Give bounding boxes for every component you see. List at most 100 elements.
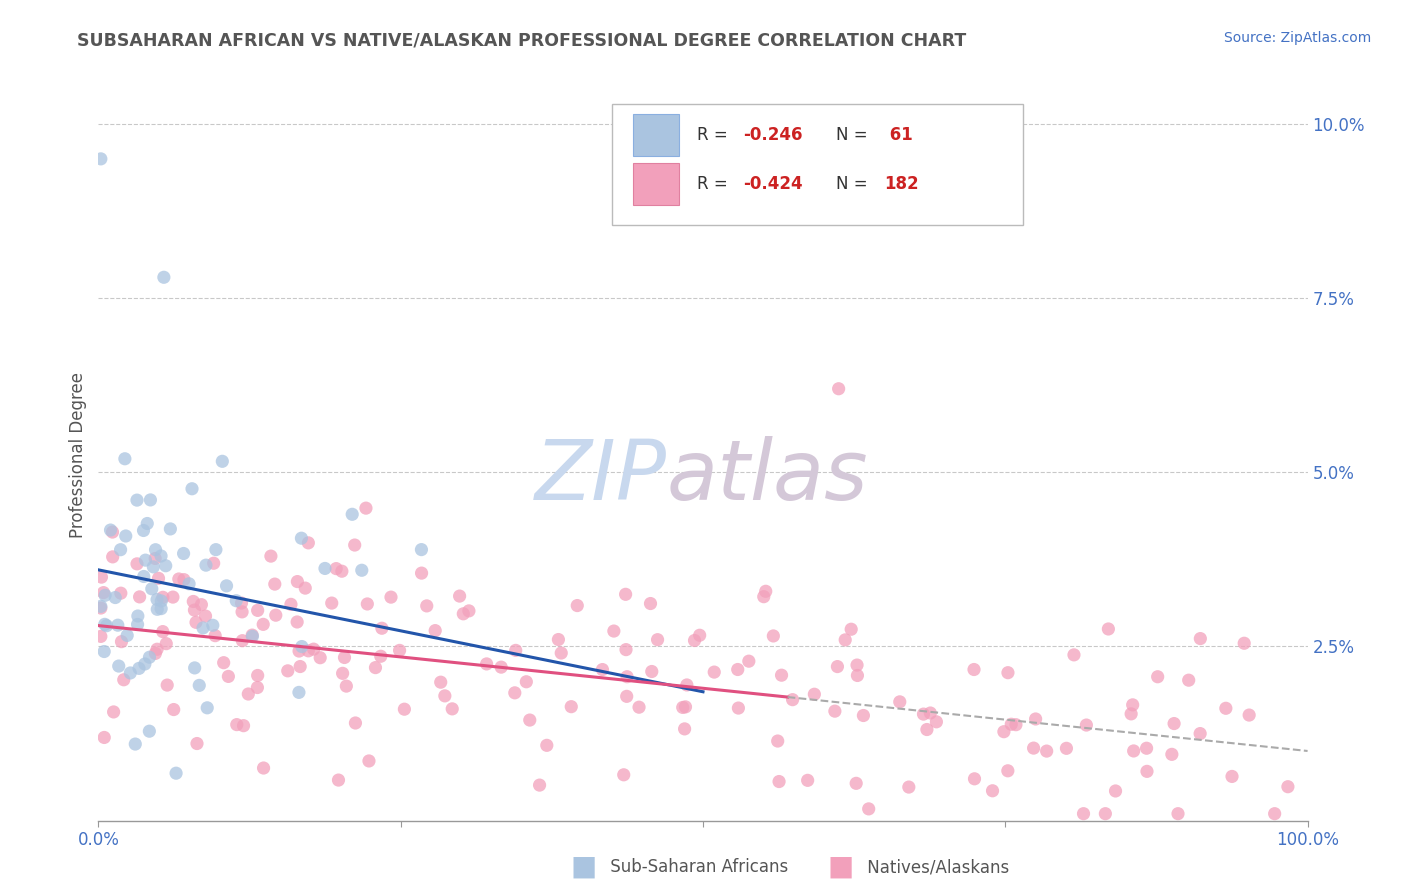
Point xyxy=(238,687,260,701)
Bar xyxy=(633,163,679,205)
Point xyxy=(981,784,1004,798)
Point xyxy=(215,579,238,593)
Point xyxy=(335,679,357,693)
Point xyxy=(762,629,785,643)
Point xyxy=(1163,716,1185,731)
Point xyxy=(519,713,541,727)
Point xyxy=(325,561,347,575)
Point xyxy=(125,493,148,508)
Point xyxy=(628,700,651,714)
Point xyxy=(1005,717,1028,731)
Point xyxy=(1136,764,1159,779)
Point xyxy=(614,642,637,657)
Point xyxy=(260,549,283,563)
Point xyxy=(703,665,725,679)
Point xyxy=(411,566,433,581)
Point xyxy=(803,687,825,701)
Point xyxy=(340,508,363,522)
Point xyxy=(184,615,207,630)
Point xyxy=(93,644,115,658)
Point xyxy=(689,628,711,642)
Point xyxy=(845,776,868,790)
Point xyxy=(138,724,160,739)
Point xyxy=(458,604,481,618)
Point xyxy=(547,632,569,647)
Text: -0.424: -0.424 xyxy=(742,176,803,194)
Point xyxy=(475,657,498,671)
Point xyxy=(920,706,942,720)
Bar xyxy=(633,114,679,156)
Point xyxy=(110,542,132,557)
Point xyxy=(153,270,176,285)
Point xyxy=(201,618,224,632)
Point xyxy=(101,549,124,564)
Point xyxy=(567,599,589,613)
Point xyxy=(640,597,662,611)
Point xyxy=(1063,648,1085,662)
Text: -0.246: -0.246 xyxy=(742,127,803,145)
Point xyxy=(143,551,166,566)
Point xyxy=(145,647,167,661)
Point xyxy=(288,659,311,673)
Text: ■: ■ xyxy=(828,853,853,881)
Point xyxy=(252,761,274,775)
Point xyxy=(146,642,169,657)
Point xyxy=(120,665,142,680)
Point xyxy=(132,569,155,583)
Point xyxy=(433,689,456,703)
Point xyxy=(350,563,373,577)
Point xyxy=(489,660,512,674)
Point xyxy=(142,559,165,574)
Point xyxy=(782,692,804,706)
Point xyxy=(388,643,411,657)
Point xyxy=(364,660,387,674)
Point xyxy=(357,754,380,768)
Point xyxy=(344,716,367,731)
Point xyxy=(925,714,948,729)
Point xyxy=(291,640,314,654)
Point xyxy=(371,621,394,635)
Point xyxy=(858,802,880,816)
Point xyxy=(93,585,115,599)
Point xyxy=(755,584,778,599)
Point xyxy=(1122,698,1144,712)
Point xyxy=(148,571,170,585)
Point xyxy=(915,723,938,737)
Point xyxy=(90,601,112,615)
Point xyxy=(343,538,366,552)
Point xyxy=(132,524,155,538)
Point xyxy=(114,451,136,466)
Point xyxy=(155,558,177,573)
Y-axis label: Professional Degree: Professional Degree xyxy=(69,372,87,538)
Point xyxy=(505,643,527,657)
Point xyxy=(302,642,325,657)
Point xyxy=(429,675,451,690)
Point xyxy=(190,598,212,612)
Point xyxy=(1073,806,1095,821)
Point xyxy=(1076,718,1098,732)
Point xyxy=(1146,670,1168,684)
Point xyxy=(394,702,416,716)
Point xyxy=(411,542,433,557)
Point xyxy=(100,523,122,537)
Point xyxy=(246,668,269,682)
Point xyxy=(1121,706,1143,721)
Point xyxy=(173,573,195,587)
Point xyxy=(288,685,311,699)
Point xyxy=(453,607,475,621)
Point xyxy=(107,618,129,632)
Point xyxy=(194,609,217,624)
Point xyxy=(294,581,316,595)
Point xyxy=(173,547,195,561)
Point xyxy=(139,492,162,507)
Point xyxy=(127,617,149,632)
Point xyxy=(1000,717,1022,731)
Point xyxy=(997,665,1019,680)
Point xyxy=(1054,741,1077,756)
Point xyxy=(115,628,138,642)
Point xyxy=(150,549,173,563)
Point xyxy=(834,632,856,647)
Point xyxy=(150,594,173,608)
Point xyxy=(246,681,269,695)
Point xyxy=(125,557,148,571)
